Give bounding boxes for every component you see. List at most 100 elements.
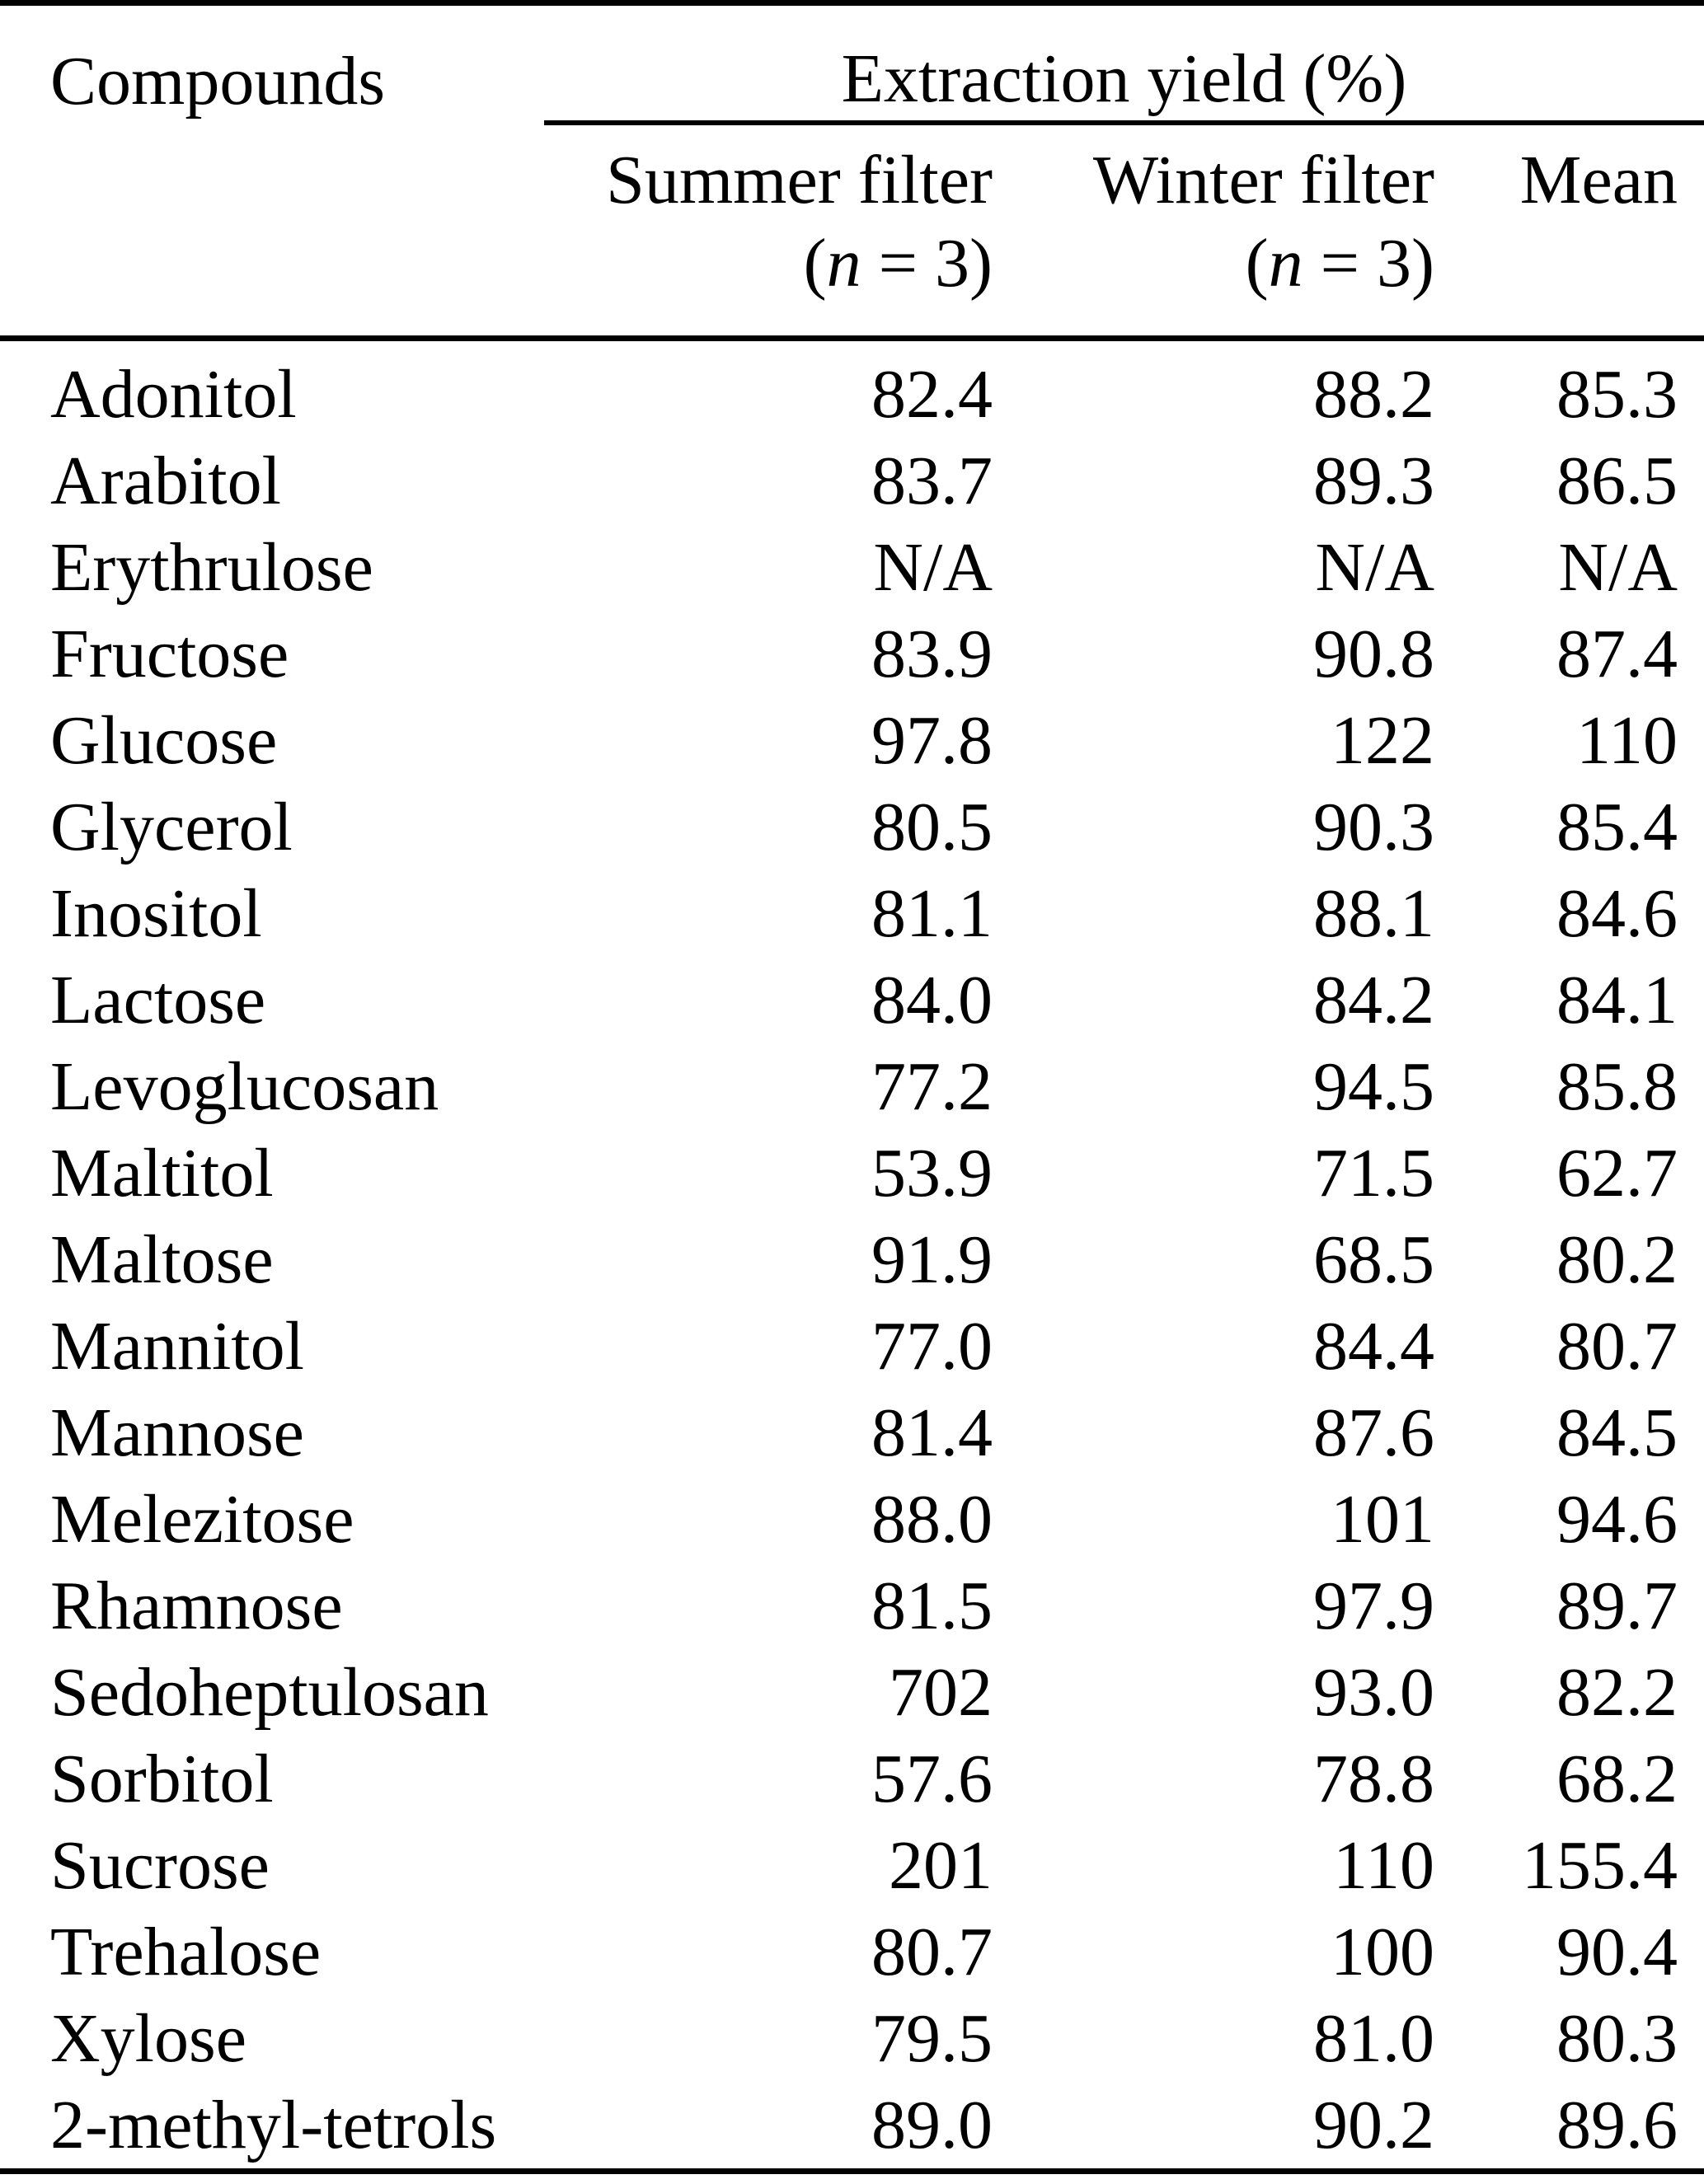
summer-value: 89.0 (871, 2087, 993, 2163)
table-row: Rhamnose 81.5 97.9 89.7 (0, 1563, 1704, 1649)
mean-value: 155.4 (1522, 1827, 1678, 1904)
empty-header-cell (0, 123, 544, 222)
summer-value: 84.0 (871, 962, 993, 1038)
summer-value: 97.8 (871, 702, 993, 779)
summer-value: 91.9 (871, 1221, 993, 1298)
n-variable: n (1268, 225, 1303, 302)
n-equals-3: = 3) (1303, 225, 1434, 302)
col-header-summer-filter: Summer filter (606, 141, 993, 218)
summer-value: 77.0 (871, 1308, 993, 1385)
mean-value: 68.2 (1556, 1741, 1678, 1817)
mean-value: 85.8 (1556, 1048, 1678, 1125)
table-row: Levoglucosan 77.2 94.5 85.8 (0, 1043, 1704, 1130)
mean-value: 89.6 (1556, 2087, 1678, 2163)
compound-cell: 2-methyl-tetrols (50, 2087, 497, 2163)
summer-value: 201 (889, 1827, 993, 1904)
summer-value: 80.5 (871, 789, 993, 865)
table-row: Glycerol 80.5 90.3 85.4 (0, 784, 1704, 870)
summer-value: N/A (873, 529, 993, 606)
mean-value: 80.3 (1556, 2000, 1678, 2077)
winter-value: 89.3 (1313, 443, 1434, 519)
table-row: Glucose 97.8 122 110 (0, 697, 1704, 784)
n-equals-3: = 3) (861, 225, 993, 302)
compound-cell: Sucrose (50, 1827, 270, 1904)
table-row: Sorbitol 57.6 78.8 68.2 (0, 1736, 1704, 1822)
winter-value: 78.8 (1313, 1741, 1434, 1817)
compound-cell: Glucose (50, 702, 278, 779)
compound-cell: Mannose (50, 1394, 304, 1471)
table-row: Inositol 81.1 88.1 84.6 (0, 870, 1704, 957)
winter-value: 122 (1331, 702, 1434, 779)
winter-value: 90.3 (1313, 789, 1434, 865)
winter-value: 97.9 (1313, 1568, 1434, 1644)
compound-cell: Inositol (50, 875, 262, 952)
winter-value: 71.5 (1313, 1135, 1434, 1212)
table-row: Sedoheptulosan 702 93.0 82.2 (0, 1649, 1704, 1736)
summer-value: 57.6 (871, 1741, 993, 1817)
paren-open: ( (1245, 225, 1269, 302)
table-row: Maltitol 53.9 71.5 62.7 (0, 1130, 1704, 1216)
table-row: Mannitol 77.0 84.4 80.7 (0, 1303, 1704, 1390)
winter-value: 93.0 (1313, 1654, 1434, 1731)
mean-value: 84.6 (1556, 875, 1678, 952)
summer-value: 88.0 (871, 1481, 993, 1558)
col-header-mean: Mean (1519, 141, 1678, 218)
mean-value: 86.5 (1556, 443, 1678, 519)
compound-cell: Lactose (50, 962, 266, 1038)
table-row: 2-methyl-tetrols 89.0 90.2 89.6 (0, 2082, 1704, 2172)
winter-value: 68.5 (1313, 1221, 1434, 1298)
table-row: Adonitol 82.4 88.2 85.3 (0, 339, 1704, 438)
mean-value: 90.4 (1556, 1914, 1678, 1990)
table-row: Trehalose 80.7 100 90.4 (0, 1909, 1704, 1995)
n-variable: n (826, 225, 861, 302)
header-row-n: (n = 3) (n = 3) (0, 221, 1704, 341)
winter-value: 101 (1331, 1481, 1434, 1558)
summer-value: 82.4 (871, 356, 993, 433)
mean-value: 80.7 (1556, 1308, 1678, 1385)
table-row: Lactose 84.0 84.2 84.1 (0, 957, 1704, 1043)
compound-cell: Sedoheptulosan (50, 1654, 489, 1731)
mean-value: 84.1 (1556, 962, 1678, 1038)
extraction-yield-group-header: Extraction yield (%) (544, 2, 1704, 125)
summer-n-label: (n = 3) (544, 221, 993, 341)
table-row: Xylose 79.5 81.0 80.3 (0, 1995, 1704, 2082)
winter-value: 88.2 (1313, 356, 1434, 433)
mean-value: 110 (1576, 702, 1678, 779)
compound-cell: Levoglucosan (50, 1048, 439, 1125)
summer-value: 81.4 (871, 1394, 993, 1471)
winter-value: 94.5 (1313, 1048, 1434, 1125)
compound-cell: Rhamnose (50, 1568, 343, 1644)
winter-n-label: (n = 3) (993, 221, 1434, 341)
table-row: Maltose 91.9 68.5 80.2 (0, 1216, 1704, 1303)
col-header-winter-filter: Winter filter (1092, 141, 1434, 218)
compound-cell: Erythrulose (50, 529, 373, 606)
winter-value: 81.0 (1313, 2000, 1434, 2077)
compound-cell: Maltose (50, 1221, 274, 1298)
compound-cell: Melezitose (50, 1481, 354, 1558)
compound-cell: Fructose (50, 616, 289, 692)
winter-value: 84.2 (1313, 962, 1434, 1038)
compound-cell: Maltitol (50, 1135, 274, 1212)
compound-cell: Xylose (50, 2000, 246, 2077)
table-row: Fructose 83.9 90.8 87.4 (0, 611, 1704, 697)
summer-value: 77.2 (871, 1048, 993, 1125)
summer-value: 79.5 (871, 2000, 993, 2077)
paren-open: ( (803, 225, 827, 302)
summer-value: 83.7 (871, 443, 993, 519)
compound-cell: Glycerol (50, 789, 293, 865)
winter-value: N/A (1315, 529, 1434, 606)
compound-cell: Adonitol (50, 356, 297, 433)
mean-value: 94.6 (1556, 1481, 1678, 1558)
mean-value: N/A (1558, 529, 1678, 606)
winter-value: 100 (1331, 1914, 1434, 1990)
winter-value: 84.4 (1313, 1308, 1434, 1385)
summer-value: 53.9 (871, 1135, 993, 1212)
table-body: Adonitol 82.4 88.2 85.3 Arabitol 83.7 89… (0, 339, 1704, 2172)
summer-value: 702 (889, 1654, 993, 1731)
mean-value: 87.4 (1556, 616, 1678, 692)
mean-value: 82.2 (1556, 1654, 1678, 1731)
table-row: Arabitol 83.7 89.3 86.5 (0, 438, 1704, 524)
winter-value: 90.8 (1313, 616, 1434, 692)
compound-cell: Mannitol (50, 1308, 304, 1385)
